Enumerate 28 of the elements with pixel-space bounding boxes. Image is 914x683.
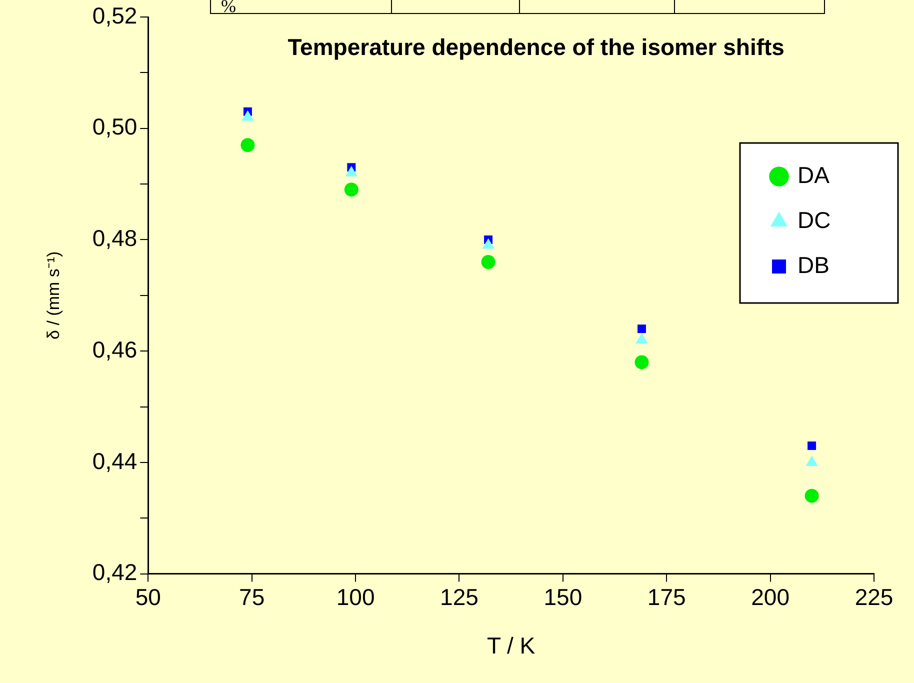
legend-label: DA bbox=[798, 162, 830, 188]
legend-label: DC bbox=[798, 206, 831, 233]
point bbox=[634, 355, 649, 370]
y-tick-label: 0,46 bbox=[92, 336, 138, 362]
x-tick-label: 50 bbox=[135, 584, 161, 610]
point bbox=[344, 182, 358, 197]
y-tick-label: 0,52 bbox=[92, 2, 138, 28]
x-tick-label: 225 bbox=[854, 584, 894, 610]
x-tick-label: 150 bbox=[544, 584, 582, 610]
y-tick-label: 0,44 bbox=[92, 448, 138, 474]
x-tick-label: 100 bbox=[336, 584, 375, 610]
point bbox=[481, 254, 496, 269]
table-fragment: % bbox=[210, 0, 825, 14]
y-tick-label: 0,42 bbox=[92, 559, 138, 586]
point bbox=[240, 138, 255, 152]
point bbox=[804, 488, 819, 503]
x-tick-label: 200 bbox=[751, 584, 790, 610]
x-tick-label: 175 bbox=[647, 584, 686, 610]
point bbox=[808, 441, 816, 450]
x-axis-title: T / K bbox=[487, 632, 536, 659]
x-tick-label: 75 bbox=[239, 584, 265, 610]
x-tick-label: 125 bbox=[440, 584, 478, 610]
legend-label: DB bbox=[798, 252, 830, 278]
point bbox=[637, 324, 646, 334]
text: Temperature dependence of the isomer shifts bbox=[288, 34, 784, 60]
y-tick-label: 0,48 bbox=[92, 225, 138, 252]
y-tick-label: 0,50 bbox=[92, 114, 138, 140]
y-axis-title: δ / (mm s⁻¹) bbox=[44, 251, 63, 340]
